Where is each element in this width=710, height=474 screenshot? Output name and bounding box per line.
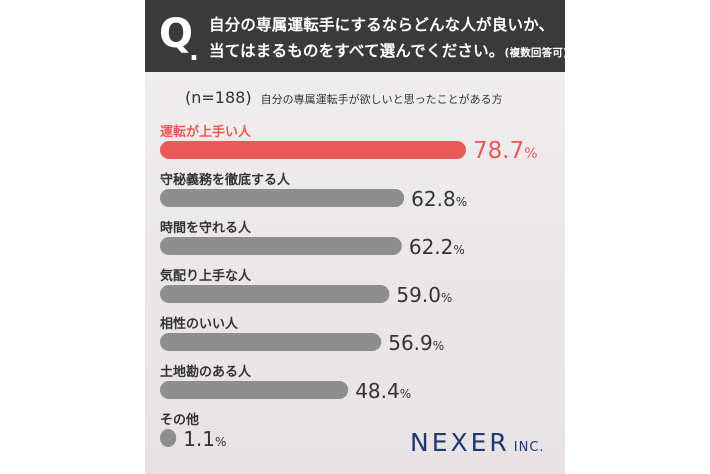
question-line-2: 当てはまるものをすべて選んでください。(複数回答可) [209,39,565,61]
bar [160,237,402,255]
logo-name: NEXER [410,428,510,457]
bar [160,285,390,303]
bar [160,429,177,447]
value-label: 48.4% [355,379,411,403]
sample-info: (n=188) 自分の専属運転手が欲しいと思ったことがある方 [185,88,503,107]
bar [160,381,349,399]
category-label: 守秘義務を徹底する人 [160,172,291,188]
category-label: 運転が上手い人 [160,124,252,140]
bar [160,141,466,159]
question-line-2-text: 当てはまるものをすべて選んでください。 [209,42,505,60]
value-label: 62.8% [411,187,467,211]
value-label: 59.0% [396,283,452,307]
question-mark: Q [159,11,194,57]
survey-card: Q . 自分の専属運転手にするならどんな人が良いか、 当てはまるものをすべて選ん… [145,0,565,474]
value-label: 62.2% [409,235,465,259]
logo-suffix: INC. [513,440,545,455]
category-label: 時間を守れる人 [160,220,252,236]
nexer-logo: NEXER INC. [410,428,545,457]
bar [160,333,382,351]
category-label: 相性のいい人 [160,316,239,332]
category-label: 土地勘のある人 [160,364,252,380]
question-line-1: 自分の専属運転手にするならどんな人が良いか、 [209,16,555,34]
category-label: その他 [160,412,199,428]
value-label: 56.9% [388,331,444,355]
bar-chart: 運転が上手い人 78.7% 守秘義務を徹底する人 62.8% 時間を守れる人 62.2% 気… [160,124,538,451]
sample-size: (n=188) [185,88,252,107]
bar [160,189,405,207]
question-dot: . [189,37,199,67]
value-label: 1.1% [183,427,226,451]
sample-description: 自分の専属運転手が欲しいと思ったことがある方 [260,93,503,106]
question-note: (複数回答可) [504,47,565,59]
question-header: Q . 自分の専属運転手にするならどんな人が良いか、 当てはまるものをすべて選ん… [145,0,565,72]
value-label: 78.7% [473,138,538,164]
category-label: 気配り上手な人 [160,268,252,284]
